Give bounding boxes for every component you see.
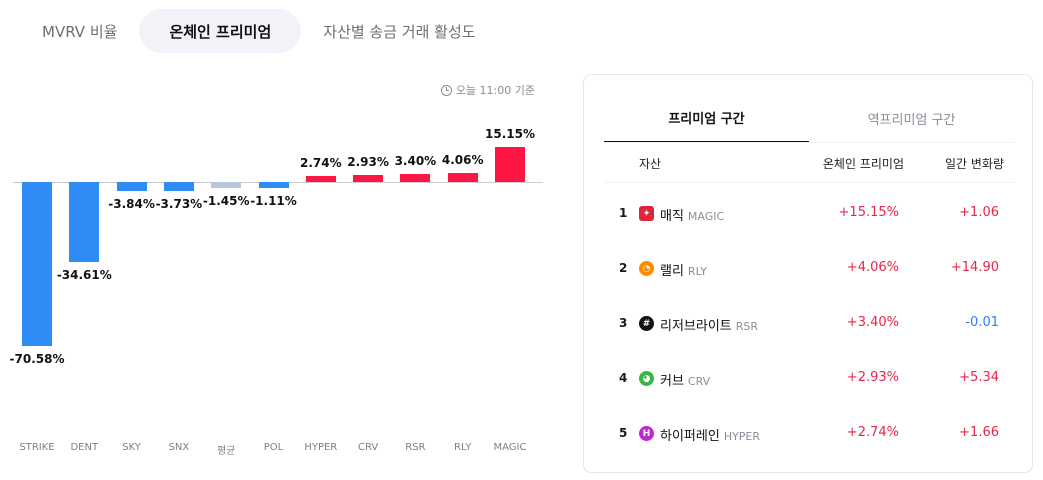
table-row[interactable]: 4 ◕ 커브 CRV +2.93% +5.34 [604, 352, 1014, 407]
value-label: 4.06% [441, 152, 484, 167]
daily-change-value: +14.90 [950, 260, 999, 275]
metric-tabs: MVRV 비율 온체인 프리미엄 자산별 송금 거래 활성도 [20, 8, 498, 54]
bar-rsr[interactable] [400, 174, 431, 182]
asset-name: 리저브라이트 RSR [660, 319, 759, 334]
asset-name: 커브 CRV [660, 374, 711, 389]
bar-rly[interactable] [447, 172, 478, 182]
daily-change-value: +5.34 [959, 370, 999, 385]
bar-평균[interactable] [211, 182, 242, 188]
ranking-panel: 프리미엄 구간 역프리미엄 구간 자산 온체인 프리미엄 일간 변화량 1 ✦ 매직… [583, 74, 1033, 473]
category-label: DENT [70, 442, 99, 453]
value-label: -3.73% [155, 196, 203, 211]
value-label: 3.40% [394, 154, 437, 169]
value-label: 15.15% [485, 126, 535, 141]
daily-change-value: +1.06 [959, 205, 999, 220]
value-label: -70.58% [9, 351, 65, 366]
premium-range-tabs: 프리미엄 구간 역프리미엄 구간 [604, 93, 1014, 143]
rank-number: 3 [619, 316, 628, 330]
table-row[interactable]: 3 # 리저브라이트 RSR +3.40% -0.01 [604, 297, 1014, 352]
value-label: -1.45% [202, 194, 250, 208]
hyperlane-icon: H [639, 426, 654, 441]
rally-icon: ◔ [639, 261, 654, 276]
tab-transfer-activity[interactable]: 자산별 송금 거래 활성도 [323, 22, 476, 41]
category-label: STRIKE [19, 442, 55, 453]
category-label: SKY [122, 442, 141, 453]
header-asset: 자산 [639, 157, 662, 171]
tab-onchain-premium[interactable]: 온체인 프리미엄 [139, 9, 302, 53]
premium-value: +3.40% [846, 315, 899, 330]
category-label: RLY [454, 442, 472, 453]
category-label: POL [263, 442, 284, 453]
tab-reverse-premium-range[interactable]: 역프리미엄 구간 [867, 112, 956, 128]
table-row[interactable]: 2 ◔ 랠리 RLY +4.06% +14.90 [604, 242, 1014, 297]
basis-time: 오늘 11:00 기준 [440, 82, 535, 98]
asset-ticker: RLY [687, 265, 707, 278]
bar-hyper[interactable] [305, 175, 336, 182]
bar-crv[interactable] [353, 175, 384, 182]
category-label: 평균 [216, 446, 236, 457]
rank-number: 2 [619, 261, 628, 275]
tab-mvrv[interactable]: MVRV 비율 [42, 22, 118, 41]
asset-ticker: HYPER [723, 430, 761, 443]
header-change: 일간 변화량 [944, 157, 1004, 171]
basis-text: 오늘 11:00 기준 [455, 84, 535, 97]
bar-pol[interactable] [258, 182, 289, 188]
category-label: CRV [357, 442, 379, 453]
bar-snx[interactable] [163, 182, 194, 191]
rank-number: 5 [619, 426, 628, 440]
tabs-divider [604, 142, 1014, 143]
category-label: MAGIC [493, 442, 527, 453]
premium-value: +2.93% [846, 370, 899, 385]
header-premium: 온체인 프리미엄 [822, 157, 904, 171]
premium-value: +15.15% [838, 205, 899, 220]
premium-value: +4.06% [846, 260, 899, 275]
rank-number: 4 [619, 371, 628, 385]
category-label: HYPER [304, 442, 338, 453]
asset-name: 하이퍼레인 HYPER [660, 429, 761, 444]
bar-strike[interactable] [22, 182, 52, 346]
table-row[interactable]: 5 H 하이퍼레인 HYPER +2.74% +1.66 [604, 407, 1014, 462]
category-label: SNX [168, 442, 190, 453]
rank-number: 1 [619, 206, 628, 220]
curve-icon: ◕ [639, 371, 654, 386]
bar-dent[interactable] [69, 182, 100, 263]
asset-ticker: CRV [687, 375, 711, 388]
asset-ticker: RSR [735, 320, 759, 333]
value-label: -1.11% [250, 194, 297, 208]
bar-magic[interactable] [495, 146, 525, 182]
daily-change-value: +1.66 [959, 425, 999, 440]
value-label: 2.93% [347, 155, 389, 170]
asset-name: 랠리 RLY [660, 264, 707, 279]
asset-name: 매직 MAGIC [660, 209, 725, 224]
value-label: 2.74% [299, 155, 342, 170]
premium-bar-chart: 오늘 11:00 기준 -70.58% STRIKE -34.61% DENT -3.8… [0, 60, 560, 480]
premium-value: +2.74% [846, 425, 899, 440]
bar-sky[interactable] [116, 182, 147, 191]
reserve-rights-icon: # [639, 316, 654, 331]
table-row[interactable]: 1 ✦ 매직 MAGIC +15.15% +1.06 [604, 187, 1014, 242]
value-label: -3.84% [108, 196, 155, 211]
magic-icon: ✦ [639, 206, 654, 221]
value-label: -34.61% [56, 268, 112, 283]
table-header: 자산 온체인 프리미엄 일간 변화량 [604, 143, 1014, 183]
daily-change-value: -0.01 [965, 315, 999, 330]
clock-icon [440, 84, 452, 96]
category-label: RSR [405, 442, 426, 453]
asset-ticker: MAGIC [687, 210, 725, 223]
tab-premium-range[interactable]: 프리미엄 구간 [604, 93, 809, 143]
